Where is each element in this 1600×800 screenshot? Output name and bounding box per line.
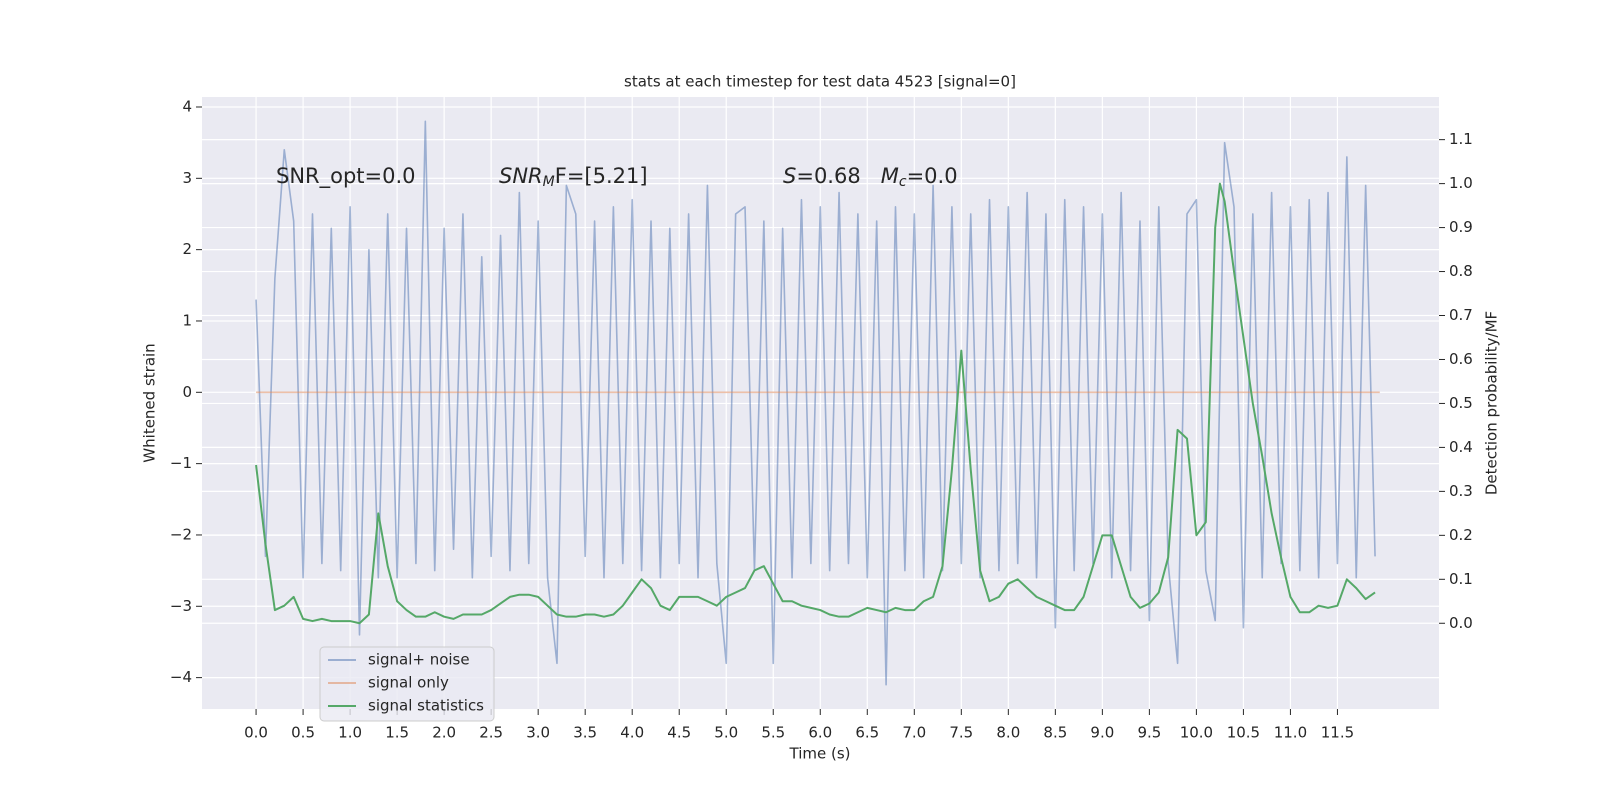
- x-tick-label: 8.0: [996, 724, 1020, 742]
- y2-tick-label: 0.7: [1449, 306, 1473, 324]
- annotation-part: M: [543, 174, 555, 190]
- x-tick-label: 1.0: [338, 724, 362, 742]
- annotation-part: M: [881, 164, 899, 188]
- y-tick-label: 2: [182, 240, 192, 258]
- x-tick-label: 11.0: [1274, 724, 1307, 742]
- y2-tick-label: 0.2: [1449, 526, 1473, 544]
- x-tick-label: 6.0: [808, 724, 832, 742]
- x-tick-label: 8.5: [1043, 724, 1067, 742]
- chart-title: stats at each timestep for test data 452…: [624, 73, 1016, 91]
- x-tick-label: 0.0: [244, 724, 268, 742]
- x-tick-label: 11.5: [1321, 724, 1354, 742]
- y2-tick-label: 1.1: [1449, 130, 1473, 148]
- y-tick-label: −3: [170, 597, 192, 615]
- x-tick-label: 4.0: [620, 724, 644, 742]
- x-tick-label: 10.0: [1180, 724, 1213, 742]
- y2-axis-label: Detection probability/MF: [1483, 311, 1501, 495]
- y2-tick-label: 0.8: [1449, 262, 1473, 280]
- annotation: SNRMF=[5.21]: [499, 164, 648, 190]
- x-tick-label: 7.5: [949, 724, 973, 742]
- annotation-part: SNR: [499, 164, 543, 188]
- x-tick-label: 5.5: [761, 724, 785, 742]
- y-tick-label: 1: [182, 311, 192, 329]
- legend-label: signal statistics: [368, 697, 484, 715]
- annotation-part: S: [783, 164, 796, 188]
- legend-label: signal+ noise: [368, 651, 470, 669]
- x-tick-label: 9.0: [1090, 724, 1114, 742]
- x-tick-label: 2.5: [479, 724, 503, 742]
- x-axis-label: Time (s): [789, 745, 851, 763]
- x-tick-label: 3.0: [526, 724, 550, 742]
- annotation-part: F=[5.21]: [555, 164, 648, 188]
- x-tick-label: 4.5: [667, 724, 691, 742]
- y-tick-label: 0: [182, 383, 192, 401]
- y2-tick-label: 0.6: [1449, 350, 1473, 368]
- annotation: S=0.68 Mc=0.0: [783, 164, 958, 190]
- legend-label: signal only: [368, 674, 449, 692]
- x-tick-label: 9.5: [1137, 724, 1161, 742]
- y2-tick-label: 1.0: [1449, 174, 1473, 192]
- y2-tick-label: 0.4: [1449, 438, 1473, 456]
- annotation-part: =0.68: [796, 164, 880, 188]
- y-tick-label: 4: [182, 97, 192, 115]
- y-tick-label: −4: [170, 668, 192, 686]
- annotation-part: SNR_opt=0.0: [276, 164, 416, 189]
- x-tick-label: 0.5: [291, 724, 315, 742]
- series-line: [255, 120, 1376, 686]
- x-tick-label: 3.5: [573, 724, 597, 742]
- y-tick-label: −1: [170, 454, 192, 472]
- y-tick-label: 3: [182, 169, 192, 187]
- x-tick-label: 10.5: [1227, 724, 1260, 742]
- x-tick-label: 5.0: [714, 724, 738, 742]
- annotation-part: =0.0: [907, 164, 958, 188]
- x-tick-label: 1.5: [385, 724, 409, 742]
- x-tick-label: 7.0: [902, 724, 926, 742]
- y2-tick-label: 0.5: [1449, 394, 1473, 412]
- y-axis-label: Whitened strain: [141, 343, 159, 462]
- annotation: SNR_opt=0.0: [276, 164, 416, 189]
- legend-box: [319, 646, 495, 722]
- y2-tick-label: 0.3: [1449, 482, 1473, 500]
- y-tick-label: −2: [170, 525, 192, 543]
- x-tick-label: 2.0: [432, 724, 456, 742]
- y2-tick-label: 0.9: [1449, 218, 1473, 236]
- series-line: [255, 182, 1376, 625]
- y2-tick-label: 0.0: [1449, 614, 1473, 632]
- annotation-part: c: [899, 174, 907, 190]
- x-tick-label: 6.5: [855, 724, 879, 742]
- y2-tick-label: 0.1: [1449, 570, 1473, 588]
